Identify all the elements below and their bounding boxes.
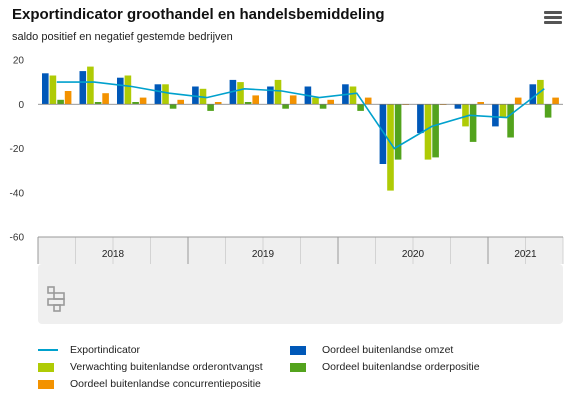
bar[interactable] (237, 82, 244, 105)
bar[interactable] (327, 99, 334, 105)
legend-swatch-orderontvangst (38, 362, 54, 372)
chart-title: Exportindicator groothandel en handelsbe… (12, 6, 385, 23)
bar[interactable] (477, 102, 484, 105)
bar[interactable] (267, 86, 274, 105)
bar[interactable] (169, 104, 177, 109)
legend-item-concurrentiepositie[interactable]: Oordeel buitenlandse concurrentiepositie (38, 378, 261, 390)
legend-label: Oordeel buitenlandse omzet (322, 344, 454, 356)
bar[interactable] (177, 99, 184, 105)
bar[interactable] (379, 104, 387, 164)
legend-item-omzet[interactable]: Oordeel buitenlandse omzet (290, 344, 453, 356)
bar[interactable] (387, 104, 394, 191)
legend-label: Oordeel buitenlandse orderpositie (322, 361, 480, 373)
bar[interactable] (252, 95, 259, 105)
bar[interactable] (207, 104, 214, 111)
bar[interactable] (192, 86, 199, 105)
bar[interactable] (544, 104, 552, 118)
bar[interactable] (79, 71, 87, 105)
y-tick-label: 0 (18, 100, 24, 111)
bar[interactable] (132, 102, 139, 105)
bar[interactable] (102, 93, 109, 105)
bar[interactable] (319, 104, 327, 109)
year-label: 2018 (102, 249, 125, 260)
bar[interactable] (274, 79, 282, 105)
legend-item-orderontvangst[interactable]: Verwachting buitenlandse orderontvangst (38, 361, 263, 373)
y-tick-label: -20 (10, 144, 25, 155)
bar[interactable] (529, 84, 537, 105)
y-tick-label: 20 (13, 56, 25, 67)
legend-label: Oordeel buitenlandse concurrentiepositie (70, 378, 261, 390)
bar[interactable] (289, 95, 297, 105)
bar[interactable] (64, 91, 72, 105)
bar[interactable] (349, 86, 357, 105)
bar[interactable] (282, 104, 289, 109)
bar[interactable] (492, 104, 499, 127)
bar[interactable] (394, 104, 402, 160)
bar[interactable] (244, 102, 252, 105)
legend-line-exportindicator (38, 349, 58, 351)
legend-swatch-orderpositie (290, 362, 306, 372)
bar[interactable] (42, 73, 49, 105)
bar[interactable] (424, 104, 432, 160)
hamburger-menu-icon[interactable] (544, 11, 562, 25)
navigator-panel[interactable] (38, 264, 563, 324)
chart-svg: 20 0 -20 -40 -60 2018 2019 2020 2021 (10, 56, 564, 324)
bar[interactable] (552, 97, 559, 105)
bar[interactable] (124, 75, 132, 105)
bar[interactable] (154, 84, 162, 105)
bar[interactable] (49, 75, 57, 105)
bar[interactable] (507, 104, 514, 138)
year-label: 2021 (514, 249, 537, 260)
bar[interactable] (462, 104, 469, 127)
legend-item-orderpositie[interactable]: Oordeel buitenlandse orderpositie (290, 361, 480, 373)
legend-swatch-omzet (290, 345, 306, 355)
bar[interactable] (514, 97, 522, 105)
legend-item-exportindicator[interactable]: Exportindicator (38, 344, 140, 356)
legend-label: Verwachting buitenlandse orderontvangst (70, 361, 263, 373)
bar[interactable] (94, 102, 102, 105)
chart-subtitle: saldo positief en negatief gestemde bedr… (12, 31, 233, 43)
legend: Exportindicator Oordeel buitenlandse omz… (38, 342, 558, 400)
y-tick-label: -40 (10, 188, 25, 199)
bar[interactable] (357, 104, 364, 111)
bar[interactable] (87, 66, 94, 105)
y-tick-label: -60 (10, 233, 25, 244)
bar[interactable] (117, 77, 124, 105)
legend-label: Exportindicator (70, 344, 141, 356)
legend-swatch-concurrentiepositie (38, 379, 54, 389)
bar[interactable] (499, 104, 507, 118)
bar[interactable] (139, 97, 147, 105)
bar[interactable] (162, 84, 169, 105)
bar[interactable] (312, 97, 319, 105)
bar[interactable] (214, 102, 222, 105)
bar[interactable] (432, 104, 439, 158)
bar[interactable] (57, 99, 64, 105)
cbs-logo-icon (47, 286, 65, 312)
exportindicator-line[interactable] (56, 81, 545, 150)
bar[interactable] (454, 104, 462, 109)
bar[interactable] (417, 104, 424, 134)
bar[interactable] (364, 97, 372, 105)
year-label: 2020 (402, 249, 425, 260)
year-label: 2019 (252, 249, 275, 260)
bar[interactable] (469, 104, 477, 142)
